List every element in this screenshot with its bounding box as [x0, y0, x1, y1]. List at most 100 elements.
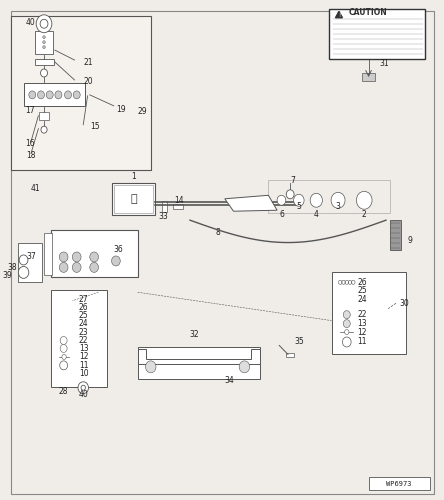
Text: 26: 26 [79, 302, 88, 312]
Circle shape [357, 192, 372, 209]
Circle shape [40, 69, 48, 77]
FancyBboxPatch shape [340, 296, 353, 302]
FancyBboxPatch shape [332, 272, 405, 354]
Circle shape [310, 194, 322, 207]
Circle shape [64, 91, 71, 99]
FancyBboxPatch shape [59, 296, 69, 302]
FancyBboxPatch shape [44, 232, 52, 275]
Circle shape [59, 252, 68, 262]
FancyBboxPatch shape [162, 201, 167, 211]
Text: 2: 2 [362, 210, 367, 218]
Text: 40: 40 [26, 18, 36, 28]
FancyBboxPatch shape [39, 112, 49, 120]
Circle shape [331, 192, 345, 208]
Text: 🦌: 🦌 [130, 194, 137, 204]
Circle shape [146, 361, 156, 373]
FancyBboxPatch shape [51, 290, 107, 386]
Text: 24: 24 [79, 319, 88, 328]
FancyBboxPatch shape [286, 353, 293, 357]
Circle shape [111, 256, 120, 266]
Text: 4: 4 [314, 210, 319, 218]
Text: 22: 22 [358, 310, 367, 319]
FancyBboxPatch shape [36, 58, 54, 64]
Text: 20: 20 [83, 78, 93, 86]
Circle shape [72, 252, 81, 262]
Circle shape [293, 194, 304, 206]
Polygon shape [138, 350, 260, 364]
FancyBboxPatch shape [59, 312, 69, 318]
Circle shape [90, 252, 99, 262]
Text: 27: 27 [79, 295, 88, 304]
Text: 15: 15 [90, 122, 99, 131]
Circle shape [343, 310, 350, 318]
Text: CAUTION: CAUTION [349, 8, 388, 17]
Text: 18: 18 [26, 151, 36, 160]
Text: 39: 39 [3, 272, 12, 280]
FancyBboxPatch shape [111, 183, 155, 215]
Text: 31: 31 [380, 59, 389, 68]
Circle shape [81, 385, 85, 390]
Circle shape [78, 382, 88, 394]
Text: 10: 10 [79, 369, 88, 378]
Text: 24: 24 [358, 295, 367, 304]
Polygon shape [336, 12, 342, 18]
Text: 25: 25 [79, 311, 88, 320]
Text: 7: 7 [290, 176, 295, 185]
Text: 35: 35 [294, 338, 304, 346]
Text: 34: 34 [224, 376, 234, 386]
Text: !: ! [338, 14, 340, 18]
FancyBboxPatch shape [173, 204, 183, 208]
Circle shape [345, 330, 349, 334]
Text: 28: 28 [59, 387, 68, 396]
Circle shape [55, 91, 62, 99]
Text: 14: 14 [174, 196, 184, 205]
FancyBboxPatch shape [59, 329, 69, 335]
Text: 1: 1 [131, 172, 136, 181]
Text: 11: 11 [79, 361, 88, 370]
Text: 26: 26 [358, 278, 367, 287]
Circle shape [343, 320, 350, 328]
Circle shape [43, 40, 45, 43]
Circle shape [62, 354, 66, 360]
Text: 5: 5 [297, 202, 301, 211]
Circle shape [60, 344, 67, 352]
Text: 3: 3 [336, 202, 341, 211]
FancyBboxPatch shape [390, 220, 401, 250]
Circle shape [19, 255, 28, 265]
FancyBboxPatch shape [36, 31, 53, 54]
FancyBboxPatch shape [51, 230, 138, 278]
FancyBboxPatch shape [369, 477, 429, 490]
Circle shape [41, 126, 47, 133]
Text: 11: 11 [358, 338, 367, 346]
Circle shape [40, 20, 48, 28]
FancyBboxPatch shape [362, 74, 375, 81]
Text: 12: 12 [358, 328, 367, 336]
FancyBboxPatch shape [329, 9, 425, 58]
FancyBboxPatch shape [138, 347, 260, 380]
FancyBboxPatch shape [59, 304, 69, 310]
Text: 36: 36 [114, 244, 123, 254]
Text: 30: 30 [399, 298, 409, 308]
Text: 19: 19 [116, 105, 126, 114]
FancyBboxPatch shape [12, 16, 151, 171]
Text: 22: 22 [79, 336, 88, 345]
Text: 8: 8 [216, 228, 221, 237]
Circle shape [239, 361, 250, 373]
Text: 9: 9 [408, 236, 412, 244]
Text: 41: 41 [31, 184, 40, 194]
Text: 29: 29 [138, 108, 147, 116]
FancyBboxPatch shape [24, 84, 85, 106]
Text: 32: 32 [190, 330, 199, 339]
Text: 38: 38 [7, 263, 16, 272]
FancyBboxPatch shape [12, 12, 434, 494]
Text: 6: 6 [279, 210, 284, 218]
Text: 12: 12 [79, 352, 88, 362]
Text: 25: 25 [358, 286, 367, 296]
Text: 23: 23 [79, 328, 88, 336]
Text: WP6973: WP6973 [386, 480, 412, 486]
FancyBboxPatch shape [59, 320, 69, 326]
Text: 16: 16 [26, 139, 36, 148]
Text: 17: 17 [26, 106, 36, 116]
Text: 13: 13 [358, 319, 367, 328]
FancyBboxPatch shape [18, 242, 42, 282]
